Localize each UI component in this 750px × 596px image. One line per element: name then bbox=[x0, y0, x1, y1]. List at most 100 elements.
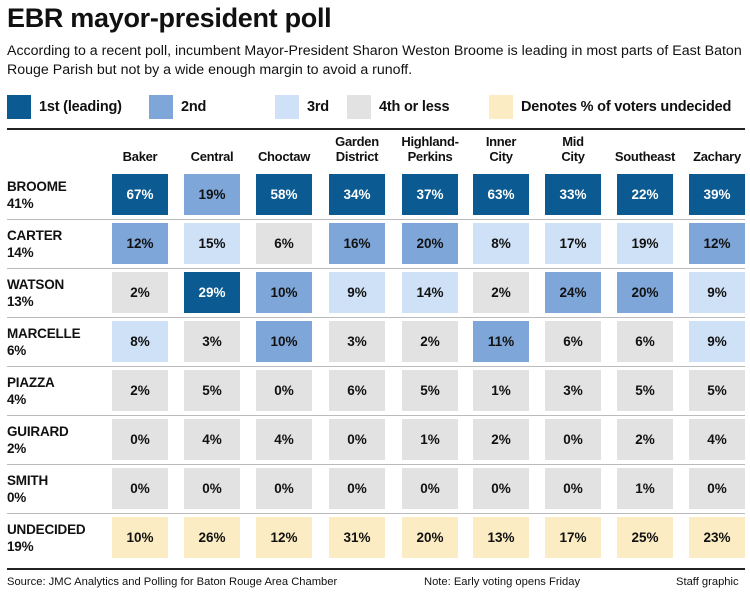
table-cell: 0% bbox=[402, 468, 458, 509]
legend-item-undecided: Denotes % of voters undecided bbox=[489, 94, 731, 120]
table-cell: 16% bbox=[329, 223, 385, 264]
candidate-name: UNDECIDED bbox=[7, 522, 86, 537]
table-cell: 2% bbox=[473, 419, 529, 460]
legend-label-first: 1st (leading) bbox=[39, 99, 122, 115]
table-cell: 0% bbox=[473, 468, 529, 509]
column-header: Zachary bbox=[693, 149, 741, 164]
table-cell: 31% bbox=[329, 517, 385, 558]
legend-item-second: 2nd bbox=[149, 94, 206, 120]
header-divider bbox=[7, 128, 745, 130]
table-cell: 4% bbox=[689, 419, 745, 460]
page-title: EBR mayor-president poll bbox=[7, 3, 332, 33]
table-cell: 6% bbox=[329, 370, 385, 411]
table-cell: 13% bbox=[473, 517, 529, 558]
table-cell: 1% bbox=[473, 370, 529, 411]
table-cell: 0% bbox=[112, 468, 168, 509]
table-cell: 3% bbox=[329, 321, 385, 362]
column-header: Central bbox=[190, 149, 234, 164]
table-cell: 1% bbox=[402, 419, 458, 460]
table-cell: 5% bbox=[184, 370, 240, 411]
candidate-overall-percent: 4% bbox=[7, 392, 27, 407]
table-cell: 5% bbox=[689, 370, 745, 411]
table-cell: 6% bbox=[256, 223, 312, 264]
legend-swatch-first bbox=[7, 95, 31, 119]
row-label: CARTER 14% bbox=[7, 227, 62, 261]
table-cell: 0% bbox=[112, 419, 168, 460]
candidate-name: CARTER bbox=[7, 228, 63, 243]
subtitle: According to a recent poll, incumbent Ma… bbox=[7, 43, 742, 78]
candidate-overall-percent: 41% bbox=[7, 196, 34, 211]
table-cell: 63% bbox=[473, 174, 529, 215]
row-divider bbox=[7, 464, 745, 465]
candidate-name: GUIRARD bbox=[7, 424, 69, 439]
table-cell: 9% bbox=[689, 272, 745, 313]
table-cell: 29% bbox=[184, 272, 240, 313]
table-cell: 1% bbox=[617, 468, 673, 509]
table-cell: 8% bbox=[112, 321, 168, 362]
legend-swatch-fourth bbox=[347, 95, 371, 119]
table-cell: 2% bbox=[473, 272, 529, 313]
legend-item-third: 3rd bbox=[275, 94, 329, 120]
column-header: Highland- Perkins bbox=[401, 134, 459, 164]
table-cell: 3% bbox=[545, 370, 601, 411]
table-cell: 0% bbox=[256, 468, 312, 509]
table-cell: 2% bbox=[112, 370, 168, 411]
column-header: Baker bbox=[122, 149, 158, 164]
table-cell: 22% bbox=[617, 174, 673, 215]
legend-label-undecided: Denotes % of voters undecided bbox=[521, 99, 732, 115]
legend: 1st (leading) 2nd 3rd 4th or less Denotes % … bbox=[7, 94, 749, 120]
column-header: Garden District bbox=[335, 134, 379, 164]
source-note: Source: JMC Analytics and Polling for Ba… bbox=[7, 576, 338, 588]
table-cell: 0% bbox=[256, 370, 312, 411]
legend-label-third: 3rd bbox=[307, 99, 329, 115]
table-cell: 19% bbox=[184, 174, 240, 215]
table-cell: 0% bbox=[184, 468, 240, 509]
legend-label-fourth: 4th or less bbox=[379, 99, 450, 115]
row-label: MARCELLE 6% bbox=[7, 325, 81, 359]
legend-item-fourth: 4th or less bbox=[347, 94, 450, 120]
table-cell: 20% bbox=[617, 272, 673, 313]
candidate-name: WATSON bbox=[7, 277, 65, 292]
table-cell: 37% bbox=[402, 174, 458, 215]
table-cell: 8% bbox=[473, 223, 529, 264]
table-cell: 12% bbox=[689, 223, 745, 264]
table-cell: 2% bbox=[617, 419, 673, 460]
column-header: Inner City bbox=[485, 134, 517, 164]
legend-item-first: 1st (leading) bbox=[7, 94, 122, 120]
table-cell: 9% bbox=[689, 321, 745, 362]
table-cell: 9% bbox=[329, 272, 385, 313]
legend-swatch-third bbox=[275, 95, 299, 119]
table-cell: 67% bbox=[112, 174, 168, 215]
row-divider bbox=[7, 513, 745, 514]
candidate-overall-percent: 14% bbox=[7, 245, 34, 260]
table-cell: 6% bbox=[617, 321, 673, 362]
table-cell: 14% bbox=[402, 272, 458, 313]
table-cell: 0% bbox=[329, 468, 385, 509]
row-divider bbox=[7, 415, 745, 416]
row-label: BROOME 41% bbox=[7, 178, 67, 212]
table-cell: 3% bbox=[184, 321, 240, 362]
table-cell: 10% bbox=[256, 272, 312, 313]
table-cell: 0% bbox=[545, 419, 601, 460]
table-cell: 15% bbox=[184, 223, 240, 264]
candidate-overall-percent: 13% bbox=[7, 294, 34, 309]
candidate-overall-percent: 2% bbox=[7, 441, 27, 456]
candidate-name: SMITH bbox=[7, 473, 48, 488]
table-bottom-rule bbox=[7, 568, 745, 570]
candidate-overall-percent: 19% bbox=[7, 539, 34, 554]
credit-line: Staff graphic bbox=[676, 576, 739, 588]
table-cell: 17% bbox=[545, 223, 601, 264]
table-cell: 2% bbox=[112, 272, 168, 313]
table-cell: 58% bbox=[256, 174, 312, 215]
table-cell: 11% bbox=[473, 321, 529, 362]
table-cell: 12% bbox=[112, 223, 168, 264]
table-cell: 33% bbox=[545, 174, 601, 215]
candidate-name: BROOME bbox=[7, 179, 67, 194]
table-cell: 17% bbox=[545, 517, 601, 558]
table-cell: 25% bbox=[617, 517, 673, 558]
column-header: Mid City bbox=[561, 134, 585, 164]
candidate-name: MARCELLE bbox=[7, 326, 81, 341]
table-cell: 20% bbox=[402, 517, 458, 558]
table-cell: 0% bbox=[545, 468, 601, 509]
table-cell: 0% bbox=[329, 419, 385, 460]
